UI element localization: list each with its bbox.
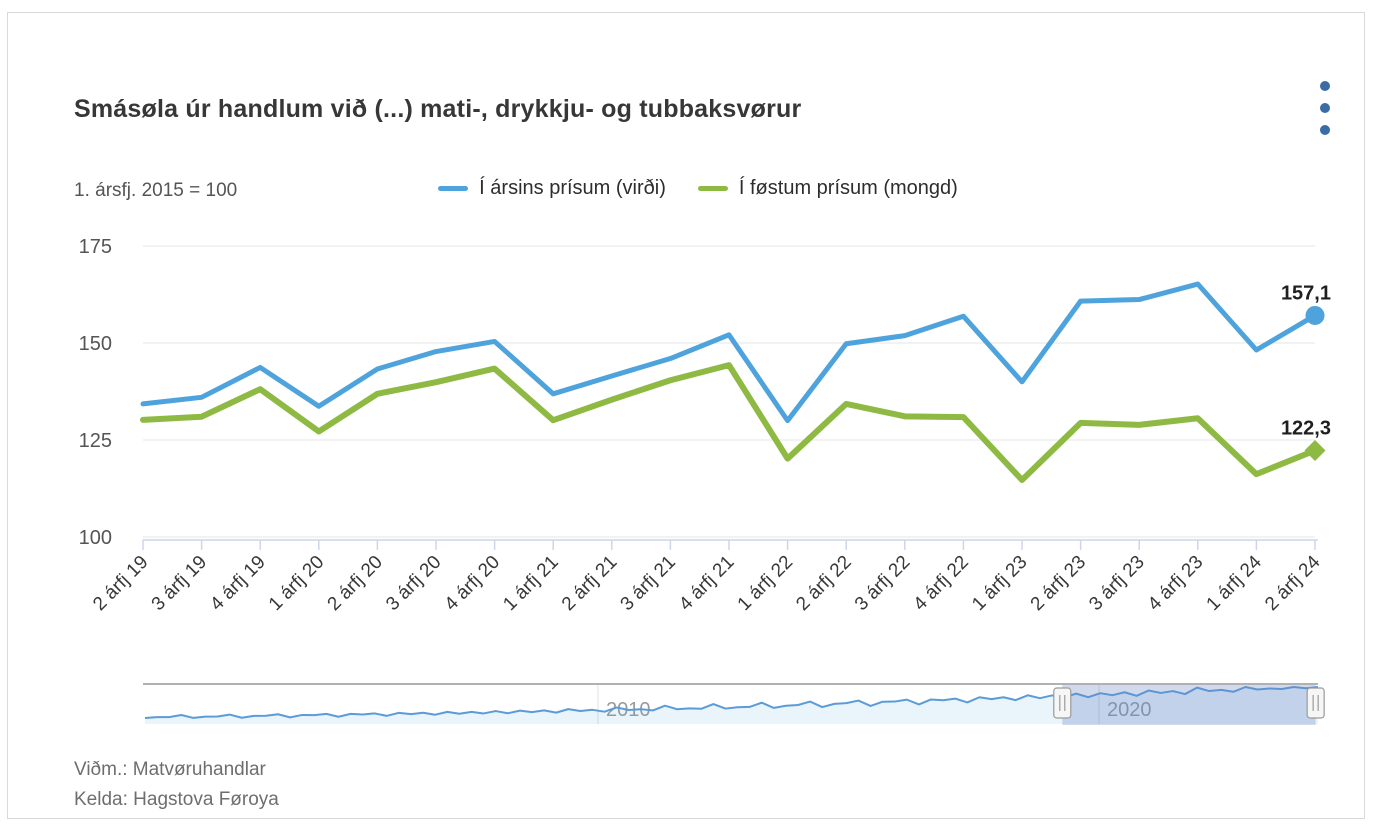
series1-swatch-icon bbox=[438, 186, 469, 191]
x-axis-label: 2 árfj 23 bbox=[1027, 552, 1090, 615]
series-line-2[interactable] bbox=[140, 362, 1318, 483]
context-menu-button[interactable] bbox=[1311, 75, 1339, 141]
legend: Í ársins prísum (virði) Í føstum prísum … bbox=[143, 177, 1253, 200]
navigator-selected-range[interactable] bbox=[1062, 684, 1316, 725]
navigator-year-label: 2020 bbox=[1107, 699, 1152, 721]
data-label-series1: 157,1 bbox=[1281, 282, 1331, 304]
y-axis-label-175: 175 bbox=[79, 236, 112, 258]
x-axis-label: 1 árfj 23 bbox=[968, 552, 1031, 615]
x-axis-label: 3 árfj 22 bbox=[851, 552, 914, 615]
chart-note: Viðm.: Matvøruhandlar bbox=[74, 759, 266, 780]
kebab-menu-icon bbox=[1320, 125, 1330, 135]
last-point-marker-circle[interactable] bbox=[1305, 305, 1325, 325]
kebab-menu-icon bbox=[1320, 103, 1330, 113]
x-axis-label: 4 árfj 21 bbox=[675, 552, 738, 615]
x-axis-label: 4 árfj 22 bbox=[910, 552, 973, 615]
chart-card: Smásøla úr handlum við (...) mati-, dryk… bbox=[7, 12, 1365, 819]
x-axis-label: 4 árfj 20 bbox=[441, 552, 504, 615]
y-axis-label-125: 125 bbox=[79, 430, 112, 452]
series2-swatch-icon bbox=[697, 186, 728, 191]
x-axis-label: 1 árfj 24 bbox=[1203, 551, 1267, 615]
navigator-series-line bbox=[144, 686, 1319, 719]
legend-item-fostum-prisum[interactable]: Í føstum prísum (mongd) bbox=[697, 177, 958, 200]
x-axis-label: 4 árfj 23 bbox=[1144, 552, 1207, 615]
legend-label-series1: Í ársins prísum (virði) bbox=[479, 177, 666, 199]
x-axis-label: 3 árfj 21 bbox=[617, 552, 680, 615]
navigator-handle-left-grip[interactable] bbox=[1053, 687, 1072, 719]
navigator-handle-right[interactable] bbox=[1306, 687, 1325, 719]
navigator[interactable]: 20102020 bbox=[8, 663, 1374, 743]
y-axis-label-150: 150 bbox=[79, 333, 112, 355]
x-axis-label: 1 árfj 20 bbox=[265, 552, 328, 615]
x-axis-label: 1 árfj 21 bbox=[499, 552, 562, 615]
chart-source: Kelda: Hagstova Føroya bbox=[74, 789, 279, 810]
x-axis-label: 4 árfj 19 bbox=[206, 552, 269, 615]
x-axis-label: 2 árfj 22 bbox=[792, 552, 855, 615]
x-axis-label: 3 árfj 19 bbox=[148, 552, 211, 615]
plot-area[interactable] bbox=[143, 246, 1315, 537]
x-axis-label: 2 árfj 19 bbox=[89, 552, 152, 615]
legend-item-arsins-prisum[interactable]: Í ársins prísum (virði) bbox=[438, 177, 666, 200]
x-axis-label: 2 árfj 21 bbox=[558, 552, 621, 615]
chart-footer: Viðm.: Matvøruhandlar Kelda: Hagstova Fø… bbox=[74, 755, 279, 815]
y-axis-label-100: 100 bbox=[79, 527, 112, 549]
x-axis-label: 2 árfj 24 bbox=[1261, 551, 1325, 615]
chart-title: Smásøla úr handlum við (...) mati-, dryk… bbox=[74, 95, 802, 123]
x-axis-label: 3 árfj 23 bbox=[1085, 552, 1148, 615]
data-label-series2: 122,3 bbox=[1281, 417, 1331, 439]
series-line-1[interactable] bbox=[140, 281, 1318, 424]
last-point-marker-diamond[interactable] bbox=[1304, 439, 1326, 461]
chart-subtitle: 1. ársfj. 2015 = 100 bbox=[74, 180, 238, 201]
legend-label-series2: Í føstum prísum (mongd) bbox=[738, 177, 958, 199]
navigator-handle-left[interactable] bbox=[1053, 687, 1072, 719]
kebab-menu-icon bbox=[1320, 81, 1330, 91]
x-axis-label: 3 árfj 20 bbox=[382, 552, 445, 615]
x-axis-label: 2 árfj 20 bbox=[324, 552, 387, 615]
x-axis-label: 1 árfj 22 bbox=[734, 552, 797, 615]
navigator-handle-right-grip[interactable] bbox=[1306, 687, 1325, 719]
